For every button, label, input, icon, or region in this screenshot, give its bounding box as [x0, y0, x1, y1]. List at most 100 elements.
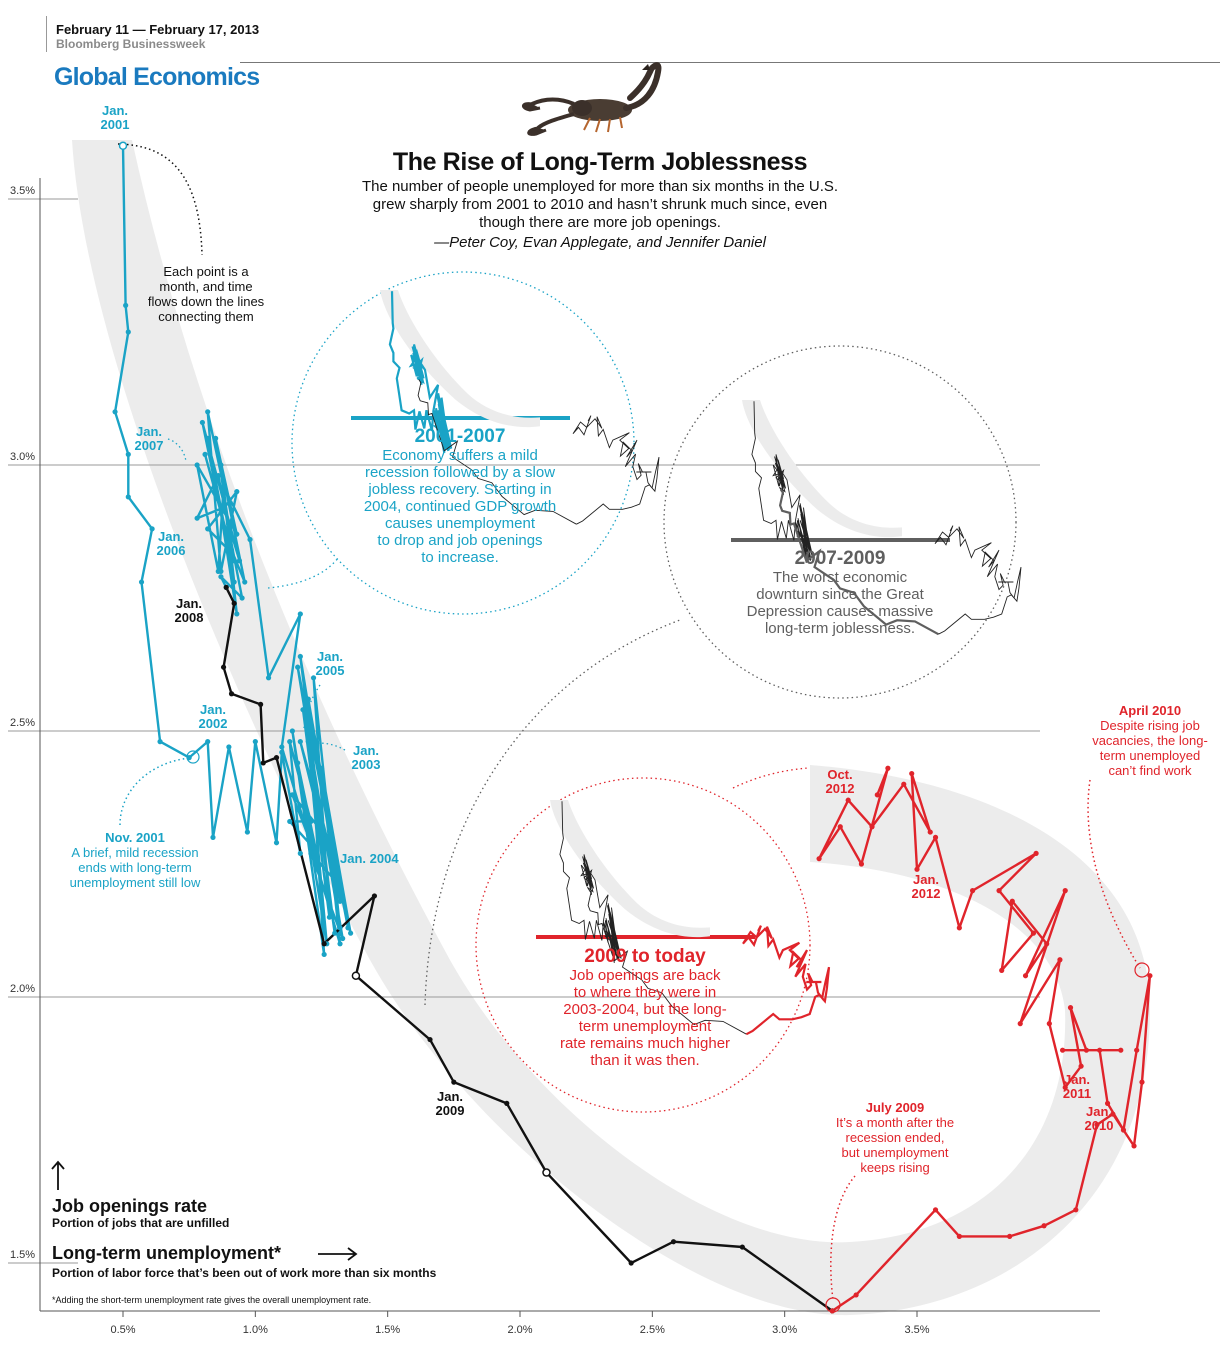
data-point: [289, 792, 295, 798]
data-point: [874, 792, 880, 798]
data-point: [313, 792, 319, 798]
data-point: [1041, 1223, 1047, 1229]
label-jan-2010: Jan. 2010: [1084, 1104, 1114, 1133]
series-points: [112, 141, 1153, 1314]
chart-title: The Rise of Long-Term Joblessness: [392, 148, 808, 176]
data-point: [1044, 941, 1050, 947]
phase-text-2009-today: Job openings are back to where they were …: [559, 967, 731, 1069]
data-point: [205, 435, 211, 441]
data-point: [337, 941, 343, 947]
connector-2007-2009: [424, 619, 681, 1006]
thumbnail-band: [742, 400, 902, 538]
header-rule: [240, 62, 1220, 63]
data-point: [1030, 930, 1037, 936]
label-jan-2004: Jan. 2004: [340, 851, 399, 866]
chart-byline: —Peter Coy, Evan Applegate, and Jennifer…: [434, 234, 766, 251]
data-point: [125, 494, 131, 500]
data-point: [858, 861, 865, 867]
leader-jan2007: [167, 438, 187, 463]
data-point: [205, 739, 211, 745]
y-tick-label: 2.0%: [10, 983, 35, 995]
x-axis-title: Long-term unemployment*: [52, 1243, 282, 1263]
data-point: [956, 925, 962, 931]
data-point: [247, 536, 253, 543]
annotation-title: Nov. 2001: [105, 830, 165, 845]
thumbnail-series: [417, 379, 577, 525]
data-point: [316, 861, 322, 867]
data-point-marker: [118, 141, 128, 151]
data-point: [310, 845, 317, 851]
data-point: [242, 579, 248, 585]
label-jan-2008: Jan. 2008: [174, 596, 204, 625]
data-point: [504, 1100, 510, 1106]
data-point: [199, 419, 206, 426]
data-point: [205, 409, 211, 415]
data-point: [234, 489, 240, 495]
data-point: [1104, 1100, 1111, 1106]
data-point: [310, 675, 317, 681]
annotation-line: but unemployment: [841, 1145, 949, 1160]
y-axis-subtitle: Portion of jobs that are unfilled: [52, 1216, 230, 1230]
annotation-line: unemployment still low: [69, 875, 201, 890]
data-point: [273, 840, 280, 846]
data-point: [220, 664, 227, 670]
data-point: [287, 818, 293, 825]
phase-rule-2007-2009: [731, 538, 950, 542]
y-axis-title: Job openings rate: [52, 1196, 208, 1216]
data-point: [1017, 1021, 1023, 1027]
data-point: [220, 504, 227, 511]
data-point: [273, 755, 280, 761]
data-point: [194, 462, 200, 468]
data-point: [234, 611, 240, 617]
label-jan-2001: Jan. 2001: [100, 103, 130, 132]
data-point: [125, 451, 131, 457]
label-oct-2012: Oct. 2012: [825, 767, 855, 796]
data-point: [340, 935, 346, 942]
annotation-line: recession ended,: [845, 1130, 945, 1145]
annotation-line: vacancies, the long-: [1092, 733, 1208, 748]
data-point: [218, 462, 224, 468]
thumbnail-series: [778, 488, 939, 636]
label-jan-2011: Jan. 2011: [1062, 1072, 1092, 1101]
thumbnail-series: [388, 291, 453, 454]
leader-april2010: [1087, 779, 1141, 969]
phase-text-2001-2007: Economy suffers a mild recession followed…: [363, 447, 557, 566]
gridlines: [8, 198, 1040, 1264]
data-point: [927, 829, 933, 835]
data-point: [869, 824, 875, 830]
data-point: [279, 749, 285, 755]
data-point: [909, 770, 915, 777]
data-point: [1097, 1047, 1103, 1053]
x-tick-label: 2.5%: [640, 1324, 665, 1336]
data-point: [1118, 1047, 1124, 1053]
annotation-line: Each point is a: [163, 264, 249, 279]
annotation-line: Despite rising job: [1100, 718, 1200, 733]
data-point: [1033, 850, 1039, 856]
y-tick-label: 3.5%: [10, 185, 35, 197]
label-jan-2003: Jan. 2003: [351, 743, 381, 772]
data-point: [932, 1207, 939, 1213]
x-tick-label: 2.0%: [507, 1324, 532, 1336]
data-point: [260, 760, 266, 766]
data-point: [332, 877, 338, 883]
data-point: [845, 797, 851, 803]
phase-rule-2009-today: [536, 935, 755, 939]
data-point: [1059, 1047, 1066, 1053]
data-point: [297, 850, 303, 856]
data-point: [1062, 1084, 1068, 1091]
data-point: [194, 515, 200, 521]
data-point-marker: [351, 971, 361, 980]
label-jan-2006: Jan. 2006: [156, 529, 186, 558]
arrow-right-icon: [318, 1247, 358, 1261]
data-point: [885, 765, 891, 771]
data-point: [1134, 1047, 1140, 1053]
publication-name: Bloomberg Businessweek: [56, 37, 206, 51]
data-point: [308, 850, 314, 856]
data-point: [205, 526, 211, 532]
data-point: [829, 1308, 835, 1314]
annotation-line: term unemployed: [1099, 748, 1201, 763]
phase-circle-2007-2009: [663, 345, 1017, 699]
label-jan-2007: Jan. 2007: [134, 424, 164, 453]
annotation-each-point: Each point is a month, and time flows do…: [140, 264, 272, 324]
thumbnail-series: [742, 925, 831, 1036]
